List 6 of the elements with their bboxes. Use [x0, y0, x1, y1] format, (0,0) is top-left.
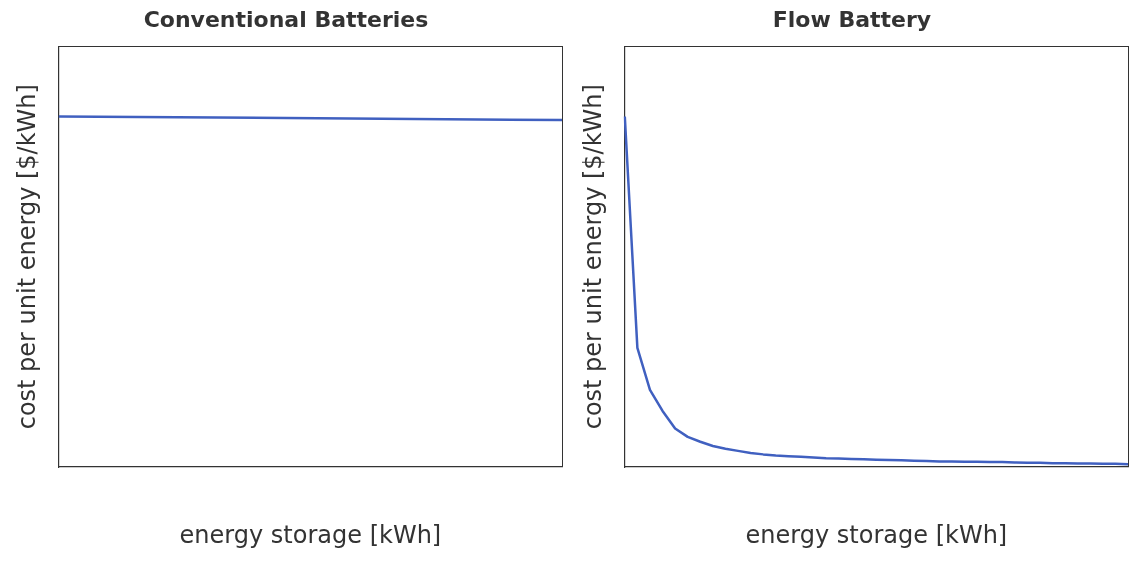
y-axis-title: cost per unit energy [$/kWh]: [578, 84, 607, 430]
y-axis-title: cost per unit energy [$/kWh]: [12, 84, 41, 430]
x-axis-title: energy storage [kWh]: [745, 520, 1008, 549]
x-axis-title: energy storage [kWh]: [179, 520, 442, 549]
chart-title: Conventional Batteries: [143, 6, 429, 32]
chart-title: Flow Battery: [772, 6, 932, 32]
